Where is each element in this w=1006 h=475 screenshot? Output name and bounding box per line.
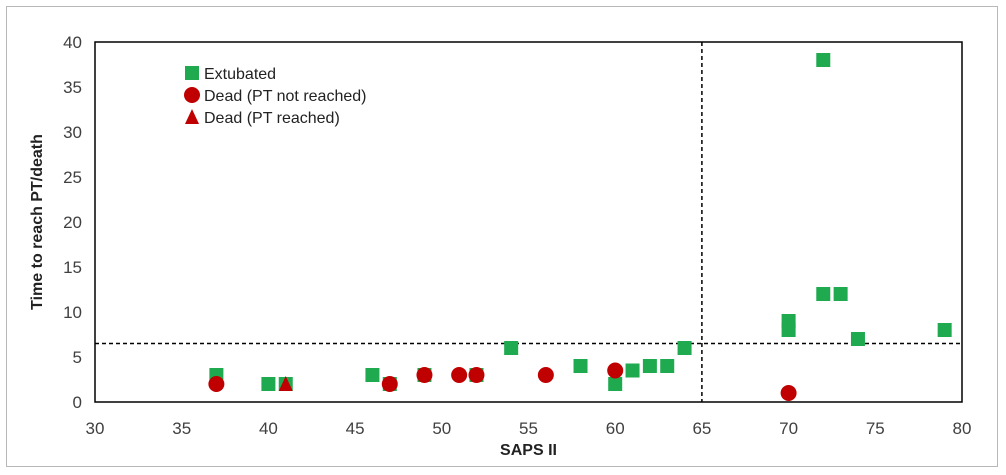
x-tick-label: 75 (866, 419, 885, 438)
axes (94, 41, 963, 403)
square-data-point (816, 287, 831, 301)
square-data-point (642, 359, 657, 373)
y-tick-label: 35 (63, 78, 82, 97)
circle-data-point (451, 367, 468, 383)
x-axis-title: SAPS II (500, 442, 557, 459)
y-tick-label: 15 (63, 258, 82, 277)
legend-triangle-icon (185, 109, 199, 124)
y-axis-title: Time to reach PT/death (29, 134, 46, 310)
triangle-data-point (278, 376, 293, 391)
data-points (208, 53, 952, 401)
legend-label: Dead (PT not reached) (204, 88, 366, 105)
x-tick-label: 80 (953, 419, 972, 438)
x-tick-label: 40 (259, 419, 278, 438)
square-data-point (608, 377, 623, 391)
square-data-point (816, 53, 831, 67)
square-data-point (261, 377, 276, 391)
square-data-point (677, 341, 692, 355)
circle-data-point (381, 376, 398, 392)
chart-frame (6, 6, 998, 467)
x-tick-label: 35 (172, 419, 191, 438)
reference-lines (95, 42, 962, 402)
circle-data-point (537, 367, 554, 383)
plot-area-border (94, 41, 963, 403)
square-data-point (625, 363, 640, 378)
y-tick-label: 30 (63, 123, 82, 142)
square-data-point (660, 359, 675, 373)
square-data-point (573, 359, 588, 373)
x-tick-label: 70 (779, 419, 798, 438)
x-tick-label: 30 (86, 419, 105, 438)
legend-square-icon (185, 66, 199, 80)
x-tick-label: 50 (432, 419, 451, 438)
circle-data-point (416, 367, 433, 383)
x-tick-label: 65 (692, 419, 711, 438)
square-data-point (850, 332, 865, 346)
square-data-point (365, 368, 380, 382)
y-tick-label: 10 (63, 303, 82, 322)
square-data-point (504, 341, 519, 355)
y-tick-label: 20 (63, 213, 82, 232)
circle-data-point (208, 376, 225, 392)
x-tick-label: 55 (519, 419, 538, 438)
circle-data-point (607, 362, 624, 379)
square-data-point (833, 287, 848, 301)
y-tick-label: 40 (63, 33, 82, 52)
x-tick-label: 45 (346, 419, 365, 438)
legend: Extubated Dead (PT not reached) Dead (PT r… (184, 66, 366, 127)
square-data-point (781, 314, 796, 328)
legend-label: Dead (PT reached) (204, 110, 340, 127)
tick-labels: 30 35 40 45 50 55 60 65 70 75 80 0 5 10 15 20 25 30 35 40 (63, 33, 971, 438)
circle-data-point (468, 367, 485, 383)
x-tick-label: 60 (606, 419, 625, 438)
square-data-point (937, 323, 952, 337)
y-tick-label: 5 (73, 348, 82, 367)
y-tick-label: 25 (63, 168, 82, 187)
y-tick-label: 0 (73, 393, 82, 412)
legend-circle-icon (184, 87, 200, 103)
legend-label: Extubated (204, 66, 276, 83)
circle-data-point (780, 385, 797, 401)
